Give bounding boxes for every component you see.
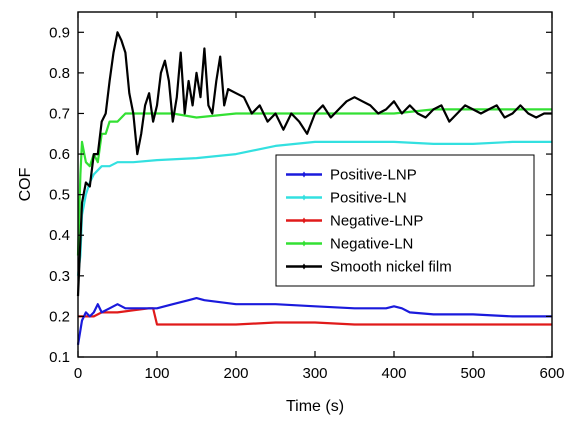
y-tick-label: 0.5 [49, 187, 70, 204]
y-tick-label: 0.2 [49, 308, 70, 325]
legend-marker [302, 217, 306, 224]
y-tick-label: 0.8 [49, 65, 70, 82]
x-tick-label: 300 [302, 365, 327, 382]
legend-label-negative-ln: Negative-LN [330, 236, 413, 253]
legend-label-negative-lnp: Negative-LNP [330, 213, 423, 230]
x-tick-label: 200 [223, 365, 248, 382]
y-tick-label: 0.1 [49, 349, 70, 366]
legend-label-smooth-nickel-film: Smooth nickel film [330, 259, 452, 276]
axis-ticks: 0 100 200 300 400 500 600 0.1 0.2 0.3 0.4 0.5 0.6 0.7… [49, 12, 565, 382]
legend-marker [302, 263, 306, 270]
y-tick-label: 0.9 [49, 24, 70, 41]
y-tick-label: 0.3 [49, 268, 70, 285]
legend: Positive-LNP Positive-LN Negative-LNP Negat… [275, 154, 535, 287]
y-tick-label: 0.6 [49, 146, 70, 163]
legend-marker [302, 240, 306, 247]
x-tick-label: 500 [460, 365, 485, 382]
legend-marker [302, 194, 306, 201]
series-layer [76, 31, 552, 345]
series-line-positive-lnp [76, 297, 552, 345]
series-line-smooth-nickel-film [76, 31, 552, 297]
x-tick-label: 400 [381, 365, 406, 382]
legend-marker [302, 171, 306, 178]
legend-label-positive-lnp: Positive-LNP [330, 167, 417, 184]
y-tick-label: 0.7 [49, 105, 70, 122]
series-line-negative-lnp [78, 307, 552, 326]
legend-label-positive-ln: Positive-LN [330, 190, 407, 207]
y-tick-label: 0.4 [49, 227, 70, 244]
x-axis-title: Time (s) [286, 398, 344, 415]
x-tick-label: 600 [539, 365, 564, 382]
y-axis-title: COF [17, 167, 34, 201]
x-tick-label: 100 [144, 365, 169, 382]
x-tick-label: 0 [74, 365, 82, 382]
series-line-positive-ln [76, 140, 552, 276]
